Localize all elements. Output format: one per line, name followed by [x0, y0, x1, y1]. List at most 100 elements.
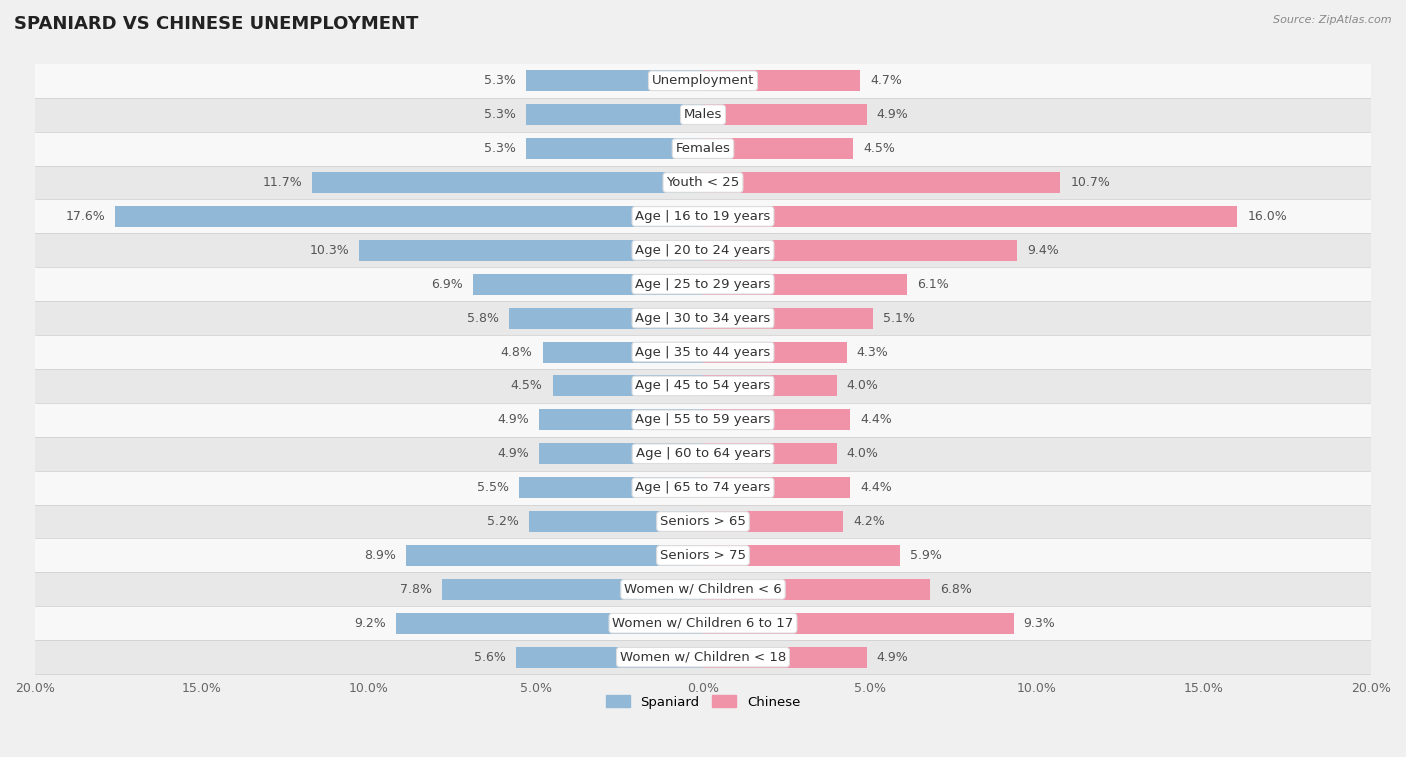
Bar — [543, 341, 703, 363]
Text: 4.8%: 4.8% — [501, 345, 533, 359]
Text: 5.6%: 5.6% — [474, 651, 506, 664]
Text: Unemployment: Unemployment — [652, 74, 754, 87]
Text: Age | 35 to 44 years: Age | 35 to 44 years — [636, 345, 770, 359]
Bar — [312, 172, 703, 193]
Text: 16.0%: 16.0% — [1247, 210, 1288, 223]
Bar — [703, 138, 853, 159]
Text: 4.4%: 4.4% — [860, 413, 891, 426]
Bar — [35, 64, 1371, 98]
Bar — [553, 375, 703, 397]
Bar — [703, 443, 837, 464]
Bar — [35, 369, 1371, 403]
Text: Age | 16 to 19 years: Age | 16 to 19 years — [636, 210, 770, 223]
Text: 9.2%: 9.2% — [354, 617, 385, 630]
Bar — [526, 138, 703, 159]
Text: 4.2%: 4.2% — [853, 515, 884, 528]
Text: 11.7%: 11.7% — [263, 176, 302, 189]
Text: 5.5%: 5.5% — [477, 481, 509, 494]
Bar — [529, 511, 703, 532]
Bar — [540, 410, 703, 430]
Bar — [406, 545, 703, 566]
Bar — [395, 612, 703, 634]
Text: 10.7%: 10.7% — [1070, 176, 1111, 189]
Bar — [35, 267, 1371, 301]
Bar — [35, 199, 1371, 233]
Text: 6.9%: 6.9% — [430, 278, 463, 291]
Bar — [703, 104, 866, 125]
Text: Youth < 25: Youth < 25 — [666, 176, 740, 189]
Bar — [443, 579, 703, 600]
Text: Age | 65 to 74 years: Age | 65 to 74 years — [636, 481, 770, 494]
Bar — [519, 477, 703, 498]
Text: 5.9%: 5.9% — [910, 549, 942, 562]
Bar — [526, 104, 703, 125]
Bar — [509, 307, 703, 329]
Text: Age | 25 to 29 years: Age | 25 to 29 years — [636, 278, 770, 291]
Text: 6.1%: 6.1% — [917, 278, 949, 291]
Text: 5.1%: 5.1% — [883, 312, 915, 325]
Text: Females: Females — [675, 142, 731, 155]
Text: 9.4%: 9.4% — [1026, 244, 1059, 257]
Text: Seniors > 75: Seniors > 75 — [659, 549, 747, 562]
Text: 4.0%: 4.0% — [846, 447, 879, 460]
Bar — [35, 437, 1371, 471]
Legend: Spaniard, Chinese: Spaniard, Chinese — [600, 690, 806, 714]
Bar — [35, 132, 1371, 166]
Bar — [703, 477, 851, 498]
Bar — [703, 511, 844, 532]
Bar — [35, 572, 1371, 606]
Text: 4.4%: 4.4% — [860, 481, 891, 494]
Text: 8.9%: 8.9% — [364, 549, 395, 562]
Bar — [35, 538, 1371, 572]
Text: SPANIARD VS CHINESE UNEMPLOYMENT: SPANIARD VS CHINESE UNEMPLOYMENT — [14, 15, 419, 33]
Text: 9.3%: 9.3% — [1024, 617, 1056, 630]
Bar — [516, 646, 703, 668]
Bar — [703, 375, 837, 397]
Text: 7.8%: 7.8% — [401, 583, 433, 596]
Text: 4.0%: 4.0% — [846, 379, 879, 392]
Bar — [703, 579, 931, 600]
Text: 4.5%: 4.5% — [863, 142, 896, 155]
Bar — [703, 646, 866, 668]
Bar — [35, 98, 1371, 132]
Text: 5.2%: 5.2% — [488, 515, 519, 528]
Text: 5.3%: 5.3% — [484, 74, 516, 87]
Text: Age | 30 to 34 years: Age | 30 to 34 years — [636, 312, 770, 325]
Bar — [35, 606, 1371, 640]
Bar — [359, 240, 703, 261]
Text: 5.3%: 5.3% — [484, 108, 516, 121]
Text: 4.3%: 4.3% — [856, 345, 889, 359]
Bar — [703, 410, 851, 430]
Text: Age | 45 to 54 years: Age | 45 to 54 years — [636, 379, 770, 392]
Text: 4.5%: 4.5% — [510, 379, 543, 392]
Bar — [35, 233, 1371, 267]
Text: Women w/ Children < 18: Women w/ Children < 18 — [620, 651, 786, 664]
Bar — [35, 403, 1371, 437]
Text: Age | 55 to 59 years: Age | 55 to 59 years — [636, 413, 770, 426]
Text: 5.8%: 5.8% — [467, 312, 499, 325]
Bar — [703, 612, 1014, 634]
Text: 17.6%: 17.6% — [65, 210, 105, 223]
Text: 4.9%: 4.9% — [877, 651, 908, 664]
Bar — [35, 335, 1371, 369]
Text: Women w/ Children 6 to 17: Women w/ Children 6 to 17 — [613, 617, 793, 630]
Bar — [703, 206, 1237, 227]
Text: 6.8%: 6.8% — [941, 583, 972, 596]
Bar — [703, 341, 846, 363]
Bar — [115, 206, 703, 227]
Text: Women w/ Children < 6: Women w/ Children < 6 — [624, 583, 782, 596]
Text: 4.9%: 4.9% — [877, 108, 908, 121]
Bar — [703, 172, 1060, 193]
Bar — [526, 70, 703, 92]
Text: Seniors > 65: Seniors > 65 — [659, 515, 747, 528]
Bar — [35, 301, 1371, 335]
Bar — [472, 274, 703, 294]
Text: 4.9%: 4.9% — [498, 413, 529, 426]
Text: Age | 20 to 24 years: Age | 20 to 24 years — [636, 244, 770, 257]
Bar — [35, 640, 1371, 674]
Bar — [703, 307, 873, 329]
Text: 5.3%: 5.3% — [484, 142, 516, 155]
Bar — [35, 505, 1371, 538]
Text: 4.9%: 4.9% — [498, 447, 529, 460]
Bar — [703, 545, 900, 566]
